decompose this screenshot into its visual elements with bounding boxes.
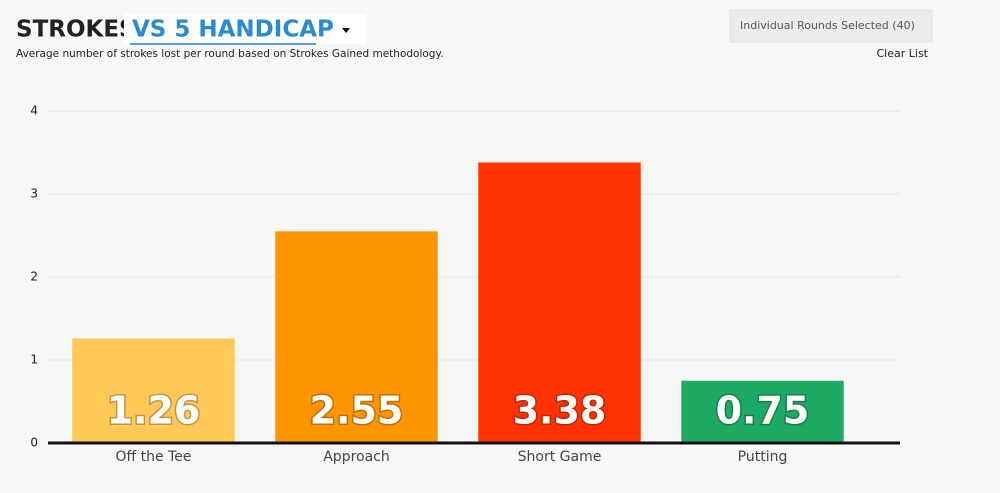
x-tick-label: Short Game (518, 449, 602, 465)
subtitle: Average number of strokes lost per round… (16, 48, 444, 60)
value-label: 2.55 (310, 389, 404, 433)
value-label: 3.38 (513, 389, 607, 433)
selection-box[interactable] (729, 9, 933, 43)
comparison[interactable]: VS 5 HANDICAP (132, 17, 334, 43)
dropdown-box[interactable] (124, 14, 366, 44)
y-tick-label: 3 (30, 187, 38, 201)
y-tick-label: 0 (30, 436, 38, 450)
y-tick-label: 2 (30, 270, 38, 284)
selection-label[interactable]: Individual Rounds Selected (40) (740, 19, 915, 32)
value-label: 0.75 (716, 389, 810, 433)
comparison-dropdown[interactable]: VS 5 HANDICAP (124, 14, 366, 45)
title: STROKES (16, 17, 136, 43)
y-tick-label: 4 (30, 104, 38, 118)
bar (72, 338, 235, 443)
bar (478, 162, 641, 443)
caret-icon[interactable] (342, 28, 350, 33)
x-tick-label: Off the Tee (116, 449, 192, 465)
bar (275, 231, 438, 443)
bar (681, 380, 844, 443)
x-tick-label: Approach (323, 449, 390, 465)
value-label: 1.26 (107, 389, 201, 433)
clear-list[interactable]: Clear List (877, 47, 929, 60)
x-tick-label: Putting (738, 449, 788, 465)
y-tick-label: 1 (30, 353, 38, 367)
